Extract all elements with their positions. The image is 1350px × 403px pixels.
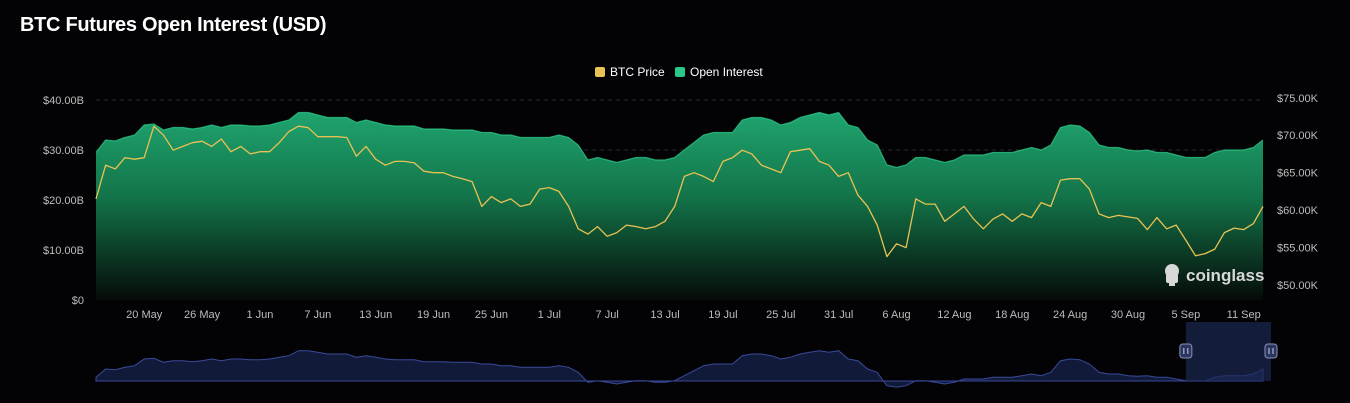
handle-grip (1179, 343, 1193, 359)
left-tick-label: $40.00B (43, 95, 84, 107)
left-tick-label: $20.00B (43, 195, 84, 207)
range-navigator[interactable] (95, 322, 1278, 388)
x-tick-label: 25 Jun (475, 309, 508, 321)
legend-label-open-interest: Open Interest (690, 65, 763, 79)
navigator-series (95, 350, 1264, 388)
legend-label-btc-price: BTC Price (610, 65, 665, 79)
x-tick-label: 25 Jul (766, 309, 795, 321)
left-tick-label: $0 (72, 295, 84, 307)
navigator-handle-left[interactable] (1179, 343, 1193, 359)
legend-swatch-open-interest (675, 67, 685, 77)
right-tick-label: $75.00K (1277, 93, 1319, 105)
x-tick-label: 13 Jul (650, 309, 679, 321)
left-tick-label: $30.00B (43, 145, 84, 157)
left-tick-label: $10.00B (43, 245, 84, 257)
x-tick-label: 19 Jun (417, 309, 450, 321)
series-layer (95, 111, 1264, 300)
watermark-text: coinglass (1186, 266, 1264, 285)
x-tick-label: 26 May (184, 309, 221, 321)
x-tick-label: 24 Aug (1053, 309, 1087, 321)
navigator-handle-right[interactable] (1264, 343, 1278, 359)
right-tick-label: $65.00K (1277, 168, 1319, 180)
legend-item-open-interest[interactable]: Open Interest (675, 65, 763, 79)
x-tick-label: 7 Jun (304, 309, 331, 321)
x-tick-label: 31 Jul (824, 309, 853, 321)
x-tick-label: 13 Jun (359, 309, 392, 321)
right-tick-label: $55.00K (1277, 243, 1319, 255)
x-tick-label: 18 Aug (995, 309, 1029, 321)
legend-swatch-btc-price (595, 67, 605, 77)
x-tick-label: 1 Jul (538, 309, 561, 321)
legend: BTC Price Open Interest (595, 65, 763, 79)
right-tick-label: $50.00K (1277, 280, 1319, 292)
x-tick-label: 6 Aug (882, 309, 910, 321)
x-tick-label: 20 May (126, 309, 163, 321)
legend-item-btc-price[interactable]: BTC Price (595, 65, 665, 79)
x-tick-label: 1 Jun (246, 309, 273, 321)
right-tick-label: $60.00K (1277, 205, 1319, 217)
coinglass-logo-icon (1165, 264, 1179, 286)
x-tick-label: 30 Aug (1111, 309, 1145, 321)
watermark: coinglass (1165, 264, 1264, 286)
open-interest-line (95, 111, 1264, 169)
left-y-axis: $0 $10.00B $20.00B $30.00B $40.00B (43, 95, 84, 307)
x-tick-label: 7 Jul (596, 309, 619, 321)
handle-grip (1264, 343, 1278, 359)
btc-price-line (95, 125, 1264, 258)
right-y-axis: $50.00K $55.00K $60.00K $65.00K $70.00K $75.0… (1277, 93, 1319, 292)
x-tick-label: 11 Sep (1227, 309, 1261, 321)
right-tick-label: $70.00K (1277, 130, 1319, 142)
page-title: BTC Futures Open Interest (USD) (20, 14, 327, 36)
x-tick-label: 12 Aug (937, 309, 971, 321)
x-tick-label: 19 Jul (708, 309, 737, 321)
x-tick-label: 5 Sep (1171, 309, 1200, 321)
navigator-selection (1185, 322, 1271, 381)
open-interest-area (96, 112, 1263, 300)
x-axis: 20 May 26 May 1 Jun 7 Jun 13 Jun 19 Jun 25 Jun… (126, 309, 1261, 321)
